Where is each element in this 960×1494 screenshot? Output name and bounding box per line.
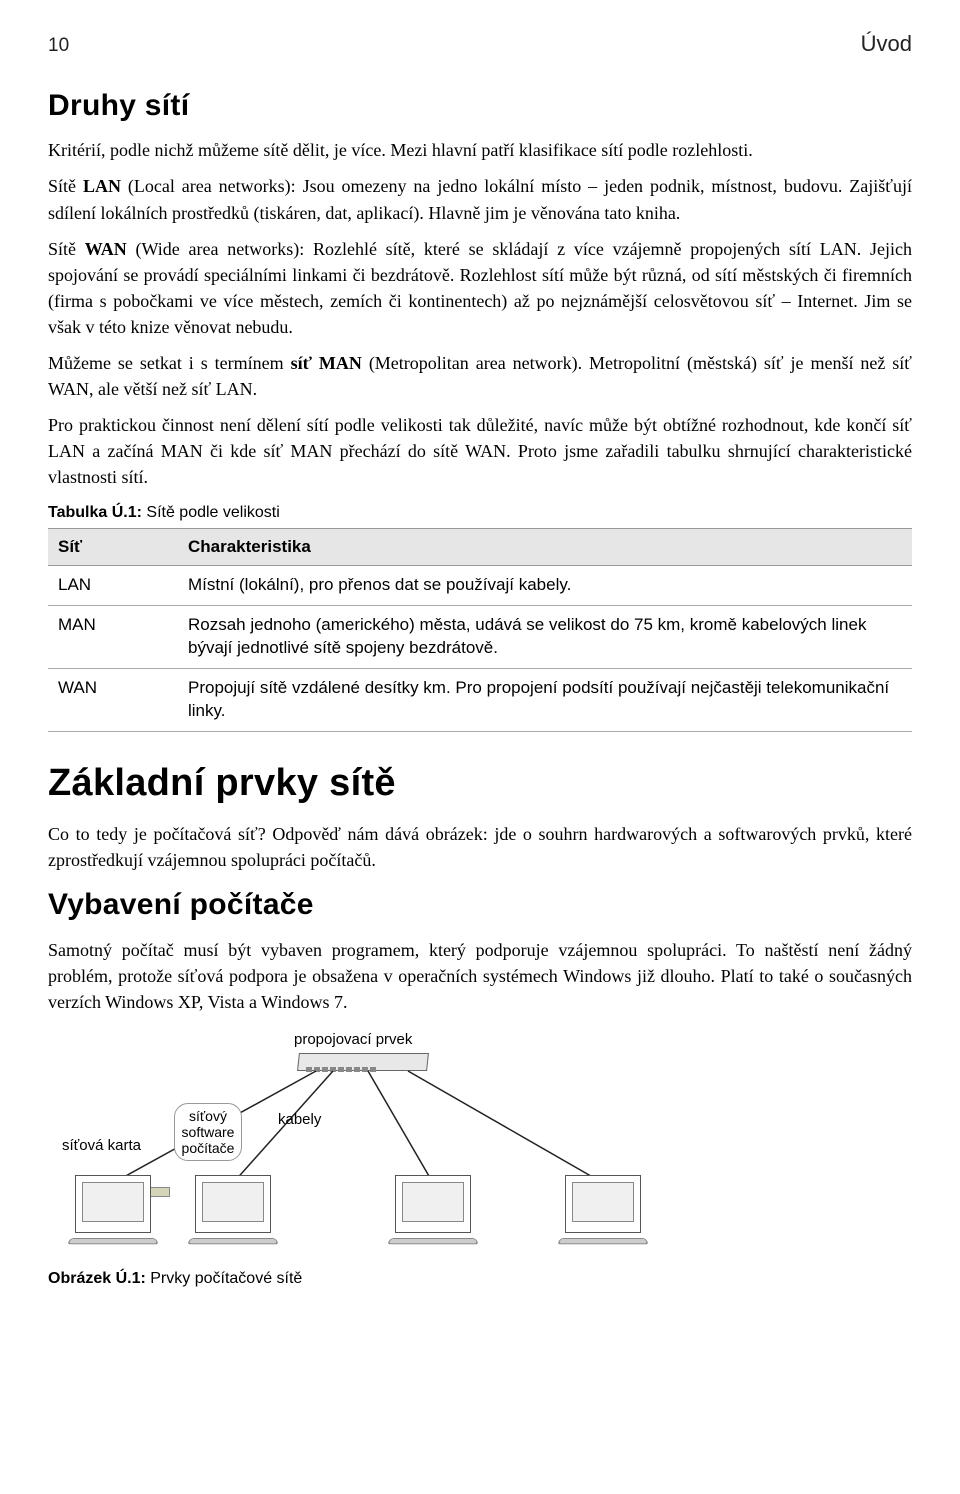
header-section-title: Úvod [861, 28, 912, 60]
cable-line [408, 1071, 603, 1183]
paragraph-vybaveni: Samotný počítač musí být vybaven program… [48, 937, 912, 1015]
text: Sítě [48, 176, 83, 196]
computer-icon [388, 1175, 478, 1245]
table-cell-net: WAN [48, 669, 178, 732]
paragraph-lan: Sítě LAN (Local area networks): Jsou ome… [48, 173, 912, 225]
figure-label-switch: propojovací prvek [294, 1029, 412, 1051]
table-caption: Tabulka Ú.1: Sítě podle velikosti [48, 501, 912, 524]
cable-line [368, 1071, 433, 1183]
table-cell-desc: Propojují sítě vzdálené desítky km. Pro … [178, 669, 912, 732]
bold-lan: LAN [83, 176, 121, 196]
figure-caption-text: Prvky počítačové sítě [146, 1270, 303, 1287]
computer-icon [188, 1175, 278, 1245]
heading-vybaveni: Vybavení počítače [48, 883, 912, 927]
table-row: LAN Místní (lokální), pro přenos dat se … [48, 566, 912, 606]
table-header-charakteristika: Charakteristika [178, 528, 912, 566]
table-caption-label: Tabulka Ú.1: [48, 504, 142, 521]
table-header-row: Síť Charakteristika [48, 528, 912, 566]
text: Sítě [48, 239, 85, 259]
figure-caption: Obrázek Ú.1: Prvky počítačové sítě [48, 1267, 912, 1290]
sw-box-line: počítače [175, 1140, 241, 1156]
paragraph-intro: Kritérií, podle nichž můžeme sítě dělit,… [48, 137, 912, 163]
sw-box-line: software [175, 1124, 241, 1140]
table-cell-desc: Místní (lokální), pro přenos dat se použ… [178, 566, 912, 606]
paragraph-zakladni: Co to tedy je počítačová síť? Odpověď ná… [48, 821, 912, 873]
switch-ports-icon [306, 1067, 420, 1072]
text: Můžeme se setkat i s termínem [48, 353, 291, 373]
computer-icon [558, 1175, 648, 1245]
paragraph-practical: Pro praktickou činnost není dělení sítí … [48, 412, 912, 490]
table-cell-desc: Rozsah jednoho (amerického) města, udává… [178, 606, 912, 669]
page-header: 10 Úvod [48, 28, 912, 60]
table-cell-net: LAN [48, 566, 178, 606]
figure-label-nic: síťová karta [62, 1135, 141, 1157]
table-row: WAN Propojují sítě vzdálené desítky km. … [48, 669, 912, 732]
bold-wan: WAN [85, 239, 127, 259]
computer-icon [68, 1175, 158, 1245]
figure-label-cables: kabely [278, 1109, 321, 1131]
table-header-sit: Síť [48, 528, 178, 566]
paragraph-man: Můžeme se setkat i s termínem síť MAN (M… [48, 350, 912, 402]
paragraph-wan: Sítě WAN (Wide area networks): Rozlehlé … [48, 236, 912, 340]
figure-caption-label: Obrázek Ú.1: [48, 1270, 146, 1287]
table-caption-text: Sítě podle velikosti [142, 504, 280, 521]
bold-man: síť MAN [291, 353, 362, 373]
text: (Wide area networks): Rozlehlé sítě, kte… [48, 239, 912, 337]
table-cell-net: MAN [48, 606, 178, 669]
software-box: síťový software počítače [174, 1103, 242, 1161]
heading-zakladni-prvky: Základní prvky sítě [48, 756, 912, 811]
heading-druhy-siti: Druhy sítí [48, 84, 912, 128]
text: (Local area networks): Jsou omezeny na j… [48, 176, 912, 222]
sw-box-line: síťový [175, 1108, 241, 1124]
network-types-table: Síť Charakteristika LAN Místní (lokální)… [48, 528, 912, 732]
table-row: MAN Rozsah jednoho (amerického) města, u… [48, 606, 912, 669]
page-number: 10 [48, 32, 69, 60]
network-figure: propojovací prvek síťový software počíta… [48, 1025, 668, 1255]
